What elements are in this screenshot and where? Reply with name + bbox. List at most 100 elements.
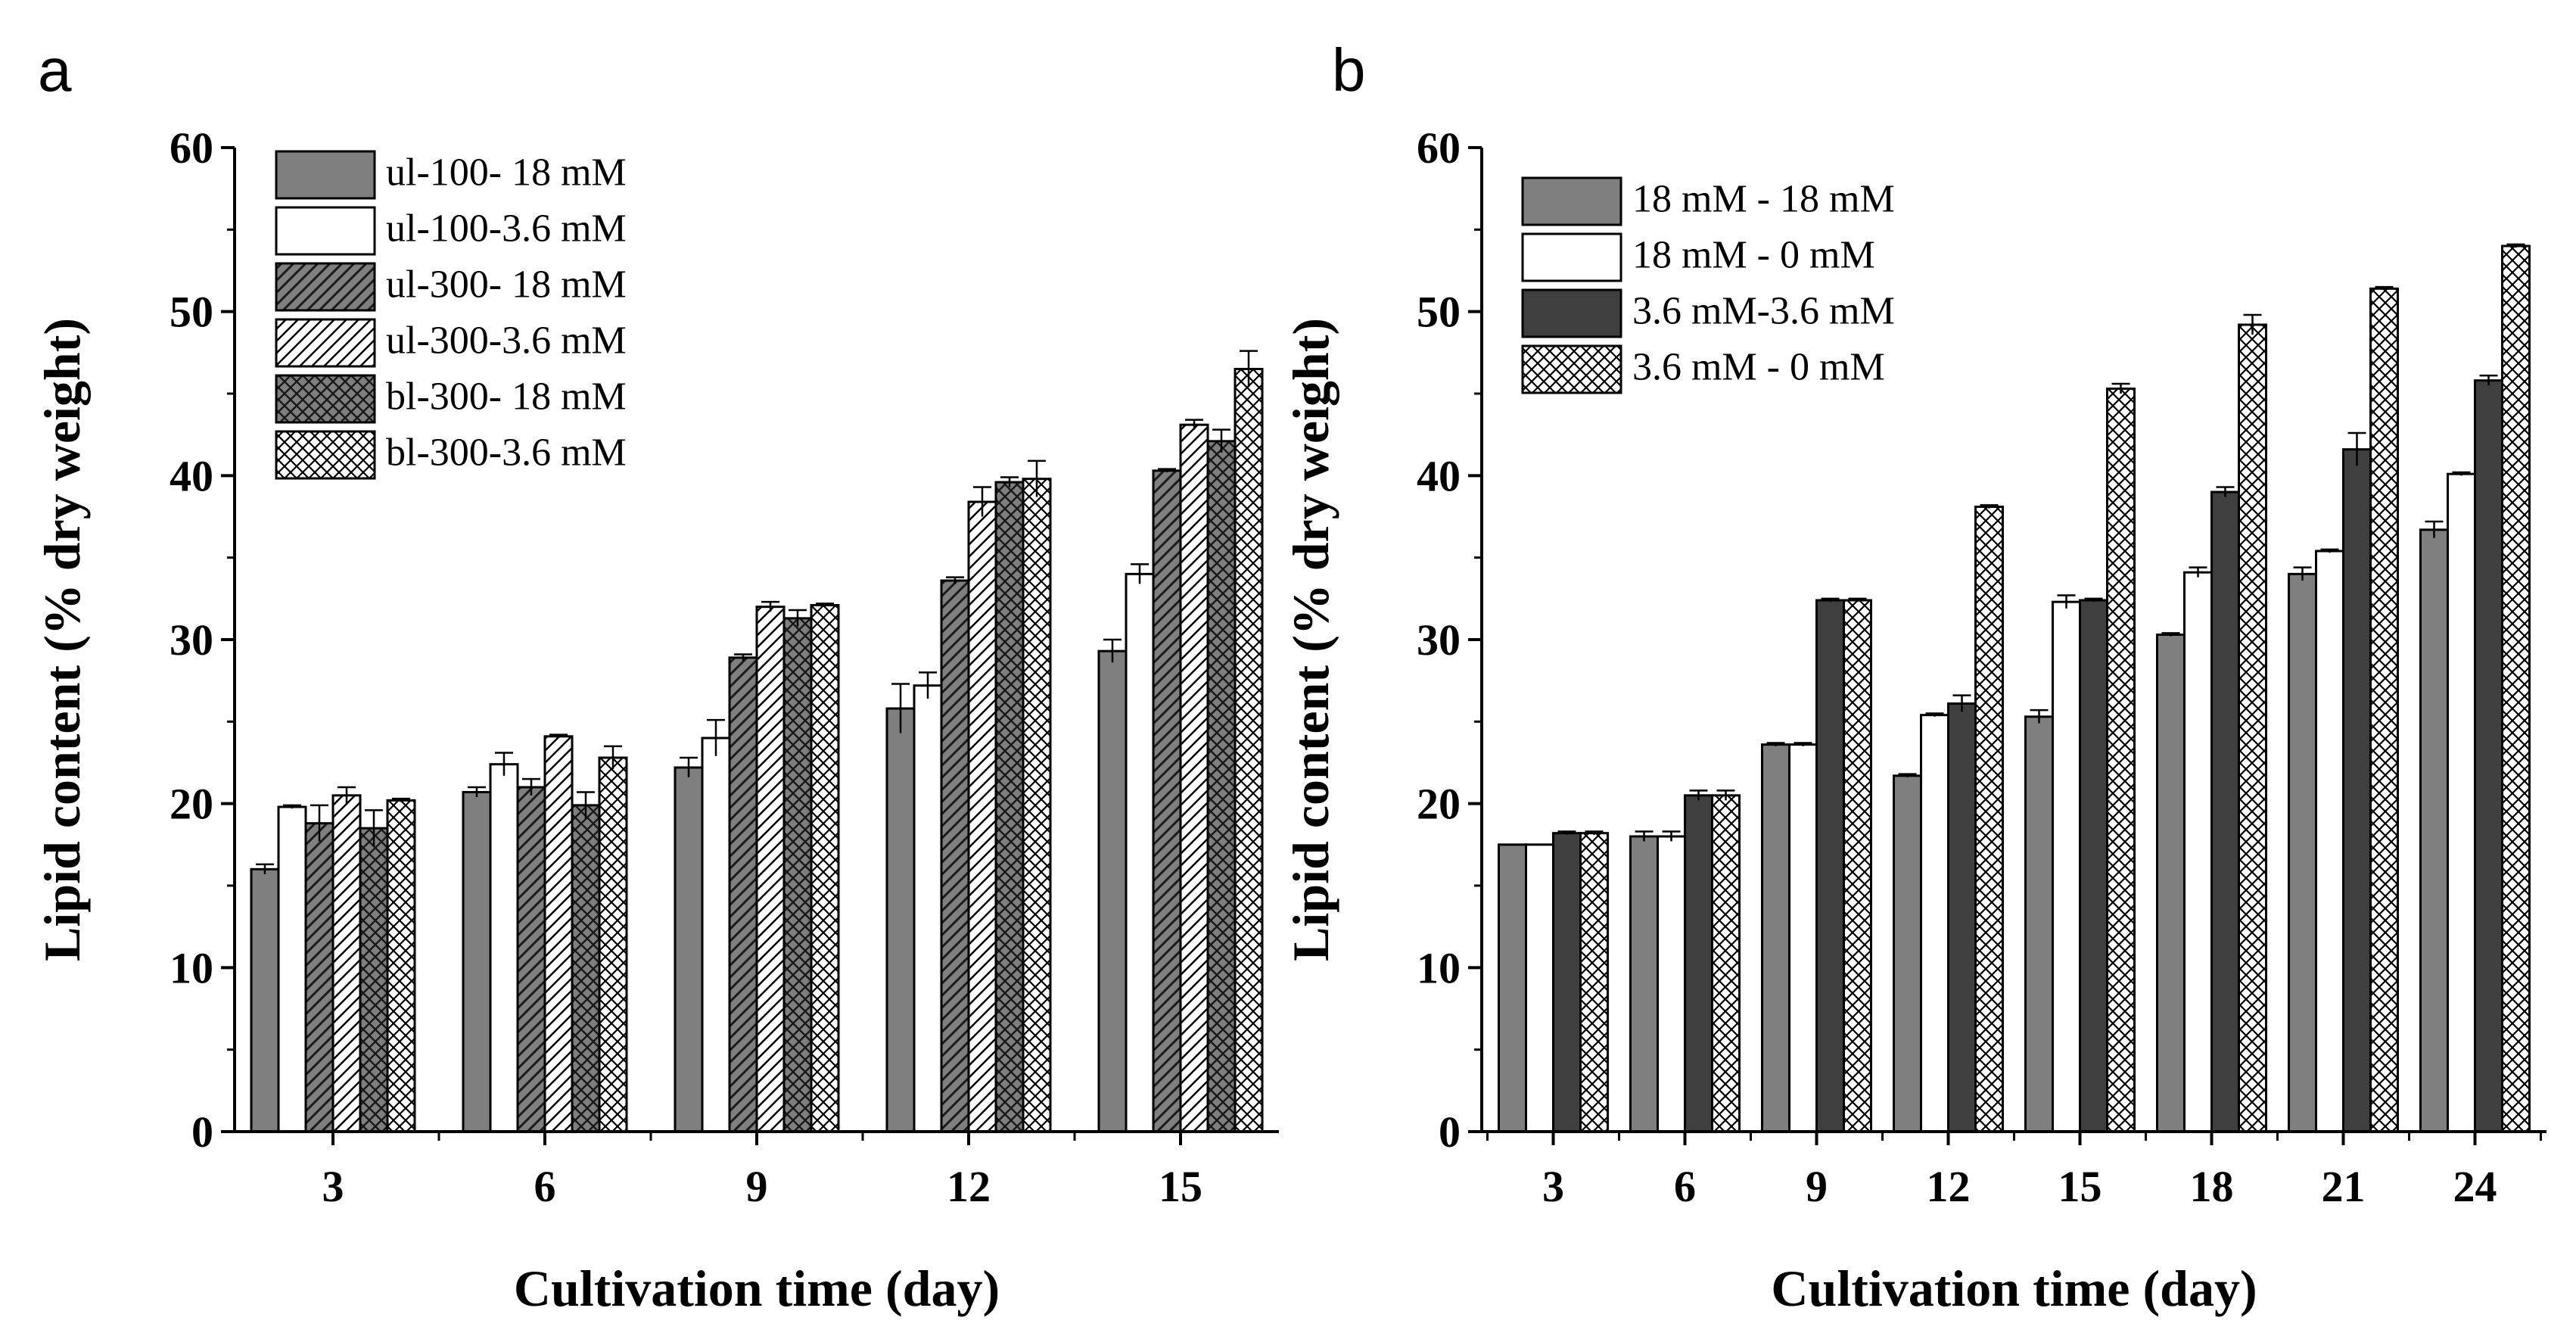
bar [2106,388,2136,1133]
bar [277,805,307,1133]
bar [1552,832,1582,1133]
bar [1206,440,1237,1133]
bar [1498,843,1527,1133]
y-tick-label: 20 [1417,780,1461,829]
x-axis-title: Cultivation time (day) [1771,1260,2257,1317]
bar [701,737,731,1133]
x-tick-label: 9 [746,1162,768,1211]
x-tick-label: 24 [2453,1162,2497,1211]
bar [1684,794,1713,1133]
bar [1579,832,1609,1133]
x-tick-label: 3 [322,1162,344,1211]
bar [2501,244,2531,1133]
bar [2474,379,2503,1133]
y-tick-label: 50 [170,288,213,337]
legend-swatch [1521,232,1622,282]
legend-swatch [275,262,376,312]
y-axis-title: Lipid content (% dry weight) [1282,318,1339,961]
bar [2183,571,2213,1133]
bar [2210,490,2240,1133]
x-tick-label: 15 [2058,1162,2102,1211]
y-tick-label: 10 [1417,943,1461,992]
bar [1097,649,1128,1133]
panel-letter: b [1332,36,1366,104]
bar [1629,835,1659,1133]
bar [2419,528,2449,1133]
bar [1179,423,1209,1133]
y-tick-label: 0 [1439,1107,1461,1157]
legend-label: ul-100- 18 mM [386,151,627,195]
legend-label: 3.6 mM-3.6 mM [1632,290,1895,333]
x-tick-label: 6 [1674,1162,1696,1211]
legend: 18 mM - 18 mM 18 mM - 0 mM 3.6 mM-3.6 mM 3.… [1521,176,1895,394]
y-tick-label: 10 [170,943,213,992]
bar [386,799,416,1133]
bar [1022,478,1052,1133]
bar [489,763,519,1133]
bar [2447,472,2476,1133]
bar [940,579,970,1133]
bar [2156,634,2186,1133]
legend-swatch [1521,288,1622,338]
bar [1893,774,1922,1133]
bar [2238,323,2267,1133]
bar [2079,599,2108,1133]
legend-label: ul-300- 18 mM [386,263,627,307]
bar [994,481,1025,1133]
bar [1525,843,1554,1133]
bar [598,756,628,1133]
legend-swatch [1521,344,1622,394]
bar [2342,448,2372,1133]
bar [304,822,334,1133]
x-tick-label: 12 [947,1162,991,1211]
bar [1657,835,1686,1133]
y-axis-title: Lipid content (% dry weight) [33,318,91,961]
bar [728,656,758,1133]
legend-swatch [275,430,376,480]
legend-label: bl-300- 18 mM [386,375,627,419]
bar [250,867,280,1133]
x-tick-label: 3 [1542,1162,1564,1211]
bar [2369,287,2399,1133]
bar [2315,550,2344,1133]
legend: ul-100- 18 mM ul-100-3.6 mM ul-300- 18 mM u… [275,150,627,480]
bar [359,827,389,1133]
y-tick-label: 30 [1417,615,1461,665]
legend-label: 3.6 mM - 0 mM [1632,346,1885,389]
chart-panel-a: a 3 6 9 12 15 0 10 20 30 40 50 60 Cultivation time (d… [33,36,1279,1317]
y-tick-label: 0 [191,1107,213,1157]
chart-panel-b: b 3 6 9 12 15 18 21 24 0 10 20 30 40 50 60 Cultivation t… [1282,36,2546,1317]
bar [1152,469,1182,1133]
y-tick-label: 40 [170,451,213,500]
legend-swatch [275,150,376,200]
legend-swatch [275,374,376,424]
x-tick-label: 21 [2322,1162,2366,1211]
bar [571,804,601,1133]
y-tick-label: 30 [170,615,213,665]
bar [913,684,943,1133]
legend-label: 18 mM - 18 mM [1632,178,1895,221]
legend-label: 18 mM - 0 mM [1632,234,1875,277]
legend-swatch [275,318,376,368]
x-tick-label: 15 [1159,1162,1202,1211]
bar [1761,743,1790,1133]
bar [331,794,362,1133]
bar [1920,714,1949,1133]
legend-swatch [275,206,376,256]
x-axis-title: Cultivation time (day) [514,1260,1000,1317]
bar [810,604,840,1133]
y-tick-label: 40 [1417,451,1461,500]
bar [1125,572,1155,1133]
legend-label: bl-300-3.6 mM [386,431,627,475]
bar [543,735,574,1133]
legend-swatch [1521,176,1622,226]
bar [1843,599,1872,1133]
legend-label: ul-100-3.6 mM [386,207,627,251]
bar [2024,715,2054,1133]
bar [1711,794,1741,1133]
y-tick-label: 20 [170,780,213,829]
bar [516,786,546,1133]
y-tick-label: 60 [170,123,213,173]
bar [1815,599,1845,1133]
